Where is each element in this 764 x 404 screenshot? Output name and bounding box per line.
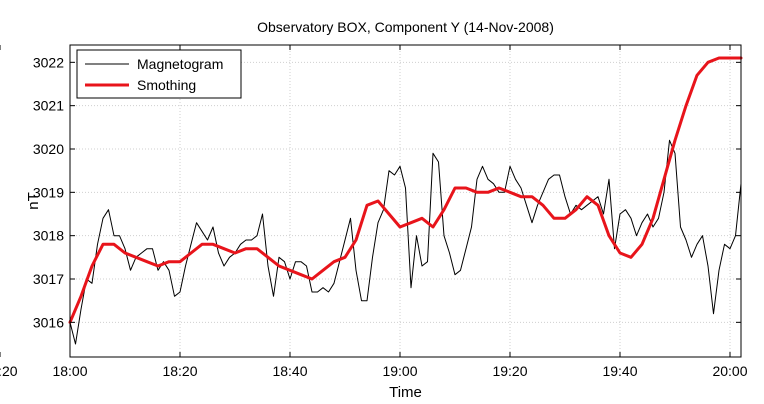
series-layer	[68, 56, 743, 345]
ticks	[0, 45, 741, 357]
x-tick-label: 18:00	[52, 363, 87, 379]
y-tick-label: 3018	[33, 228, 64, 244]
legend-box	[76, 49, 242, 99]
x-tick-label: 18:20	[162, 363, 197, 379]
legend: Magnetogram Smothing	[76, 49, 242, 99]
x-tick-label: 20:20	[0, 363, 18, 379]
y-tick-label: 3016	[33, 314, 64, 330]
chart-title: Observatory BOX, Component Y (14-Nov-200…	[257, 19, 554, 35]
series-line-magnetogram	[69, 139, 742, 345]
x-tick-label: 19:20	[492, 363, 527, 379]
y-tick-label: 3022	[33, 54, 64, 70]
x-tick-labels: 18:00 18:20 18:40 19:00 19:20 19:40 20:00 20:20	[0, 363, 748, 379]
y-tick-label: 3020	[33, 141, 64, 157]
x-tick-label: 19:00	[382, 363, 417, 379]
y-tick-labels: 3016 3017 3018 3019 3020 3021 3022	[33, 54, 64, 330]
x-axis-title: Time	[389, 384, 422, 401]
y-tick-label: 3021	[33, 98, 64, 114]
series-line-smothing	[68, 56, 743, 324]
legend-label-magnetogram: Magnetogram	[137, 56, 223, 72]
y-tick-label: 3017	[33, 271, 64, 287]
plot-frame	[69, 44, 742, 358]
x-tick-label: 19:40	[602, 363, 637, 379]
x-tick-label: 20:00	[712, 363, 747, 379]
y-axis-title: nT	[25, 192, 42, 210]
legend-label-smoothing: Smothing	[137, 77, 196, 93]
x-tick-label: 18:40	[272, 363, 307, 379]
y-tick-label: 3019	[33, 184, 64, 200]
